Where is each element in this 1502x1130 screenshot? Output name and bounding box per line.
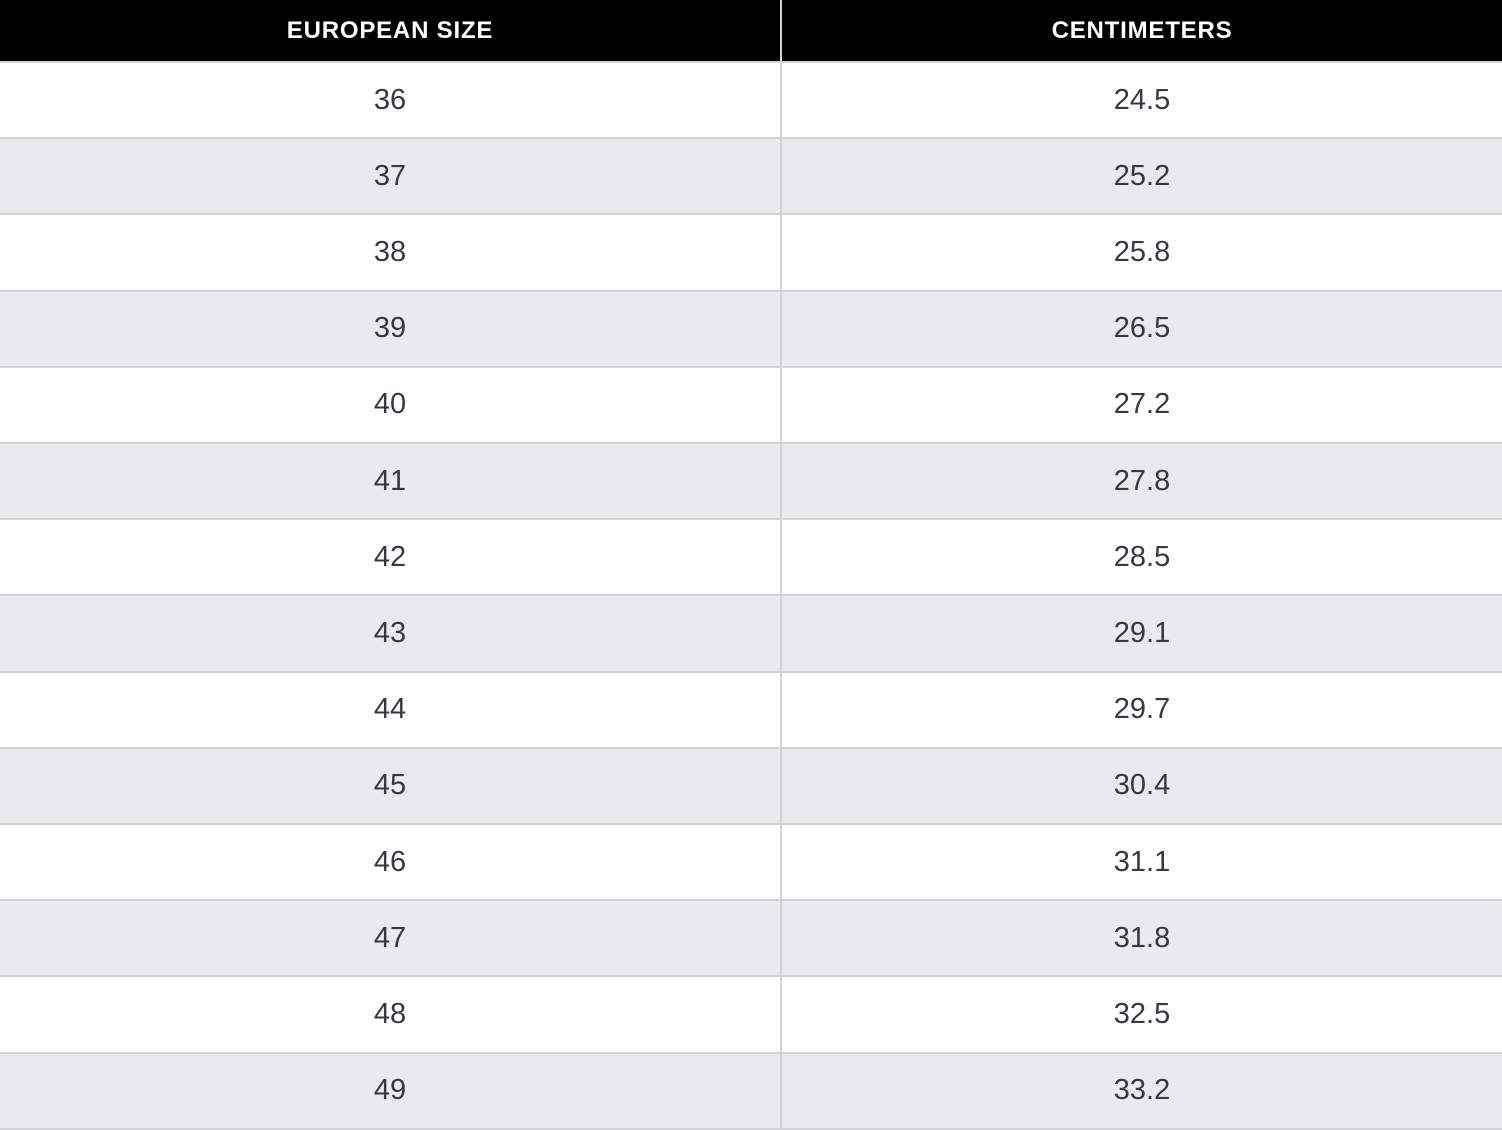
table-row: 40 27.2 [0, 366, 1502, 445]
centimeters-cell: 25.2 [781, 138, 1502, 216]
table-row: 39 26.5 [0, 290, 1502, 368]
centimeters-cell: 28.5 [781, 519, 1502, 597]
table-row: 38 25.8 [0, 214, 1502, 292]
table-row: 48 32.5 [0, 976, 1502, 1054]
column-header-european-size: EUROPEAN SIZE [0, 0, 782, 63]
table-row: 42 28.5 [0, 519, 1502, 597]
european-size-cell: 40 [0, 366, 782, 445]
centimeters-cell: 25.8 [781, 214, 1502, 292]
european-size-cell: 46 [0, 824, 782, 902]
european-size-cell: 47 [0, 900, 782, 978]
centimeters-cell: 31.8 [781, 900, 1502, 978]
european-size-cell: 42 [0, 519, 782, 597]
table-row: 41 27.8 [0, 443, 1502, 521]
european-size-cell: 48 [0, 976, 782, 1054]
table-row: 37 25.2 [0, 138, 1502, 216]
centimeters-cell: 32.5 [781, 976, 1502, 1054]
centimeters-cell: 29.1 [781, 595, 1502, 673]
header-row: EUROPEAN SIZE CENTIMETERS [0, 0, 1502, 63]
european-size-cell: 49 [0, 1052, 782, 1130]
european-size-cell: 41 [0, 443, 782, 521]
european-size-cell: 39 [0, 290, 782, 368]
table-row: 43 29.1 [0, 595, 1502, 673]
table-row: 36 24.5 [0, 62, 1502, 140]
european-size-cell: 37 [0, 138, 782, 216]
table-row: 44 29.7 [0, 671, 1502, 749]
table-row: 47 31.8 [0, 900, 1502, 978]
european-size-cell: 44 [0, 671, 782, 749]
centimeters-cell: 27.2 [781, 366, 1502, 445]
column-header-centimeters: CENTIMETERS [781, 0, 1502, 63]
centimeters-cell: 31.1 [781, 824, 1502, 902]
table-row: 45 30.4 [0, 747, 1502, 826]
centimeters-cell: 33.2 [781, 1052, 1502, 1130]
european-size-cell: 45 [0, 747, 782, 826]
european-size-cell: 38 [0, 214, 782, 292]
centimeters-cell: 26.5 [781, 290, 1502, 368]
table-body: 36 24.5 37 25.2 38 25.8 39 26.5 40 27.2 41 27.8 42 28… [0, 62, 1502, 1130]
centimeters-cell: 30.4 [781, 747, 1502, 826]
european-size-cell: 36 [0, 62, 782, 140]
centimeters-cell: 24.5 [781, 62, 1502, 140]
table-row: 49 33.2 [0, 1052, 1502, 1130]
table-row: 46 31.1 [0, 824, 1502, 902]
european-size-cell: 43 [0, 595, 782, 673]
centimeters-cell: 29.7 [781, 671, 1502, 749]
centimeters-cell: 27.8 [781, 443, 1502, 521]
